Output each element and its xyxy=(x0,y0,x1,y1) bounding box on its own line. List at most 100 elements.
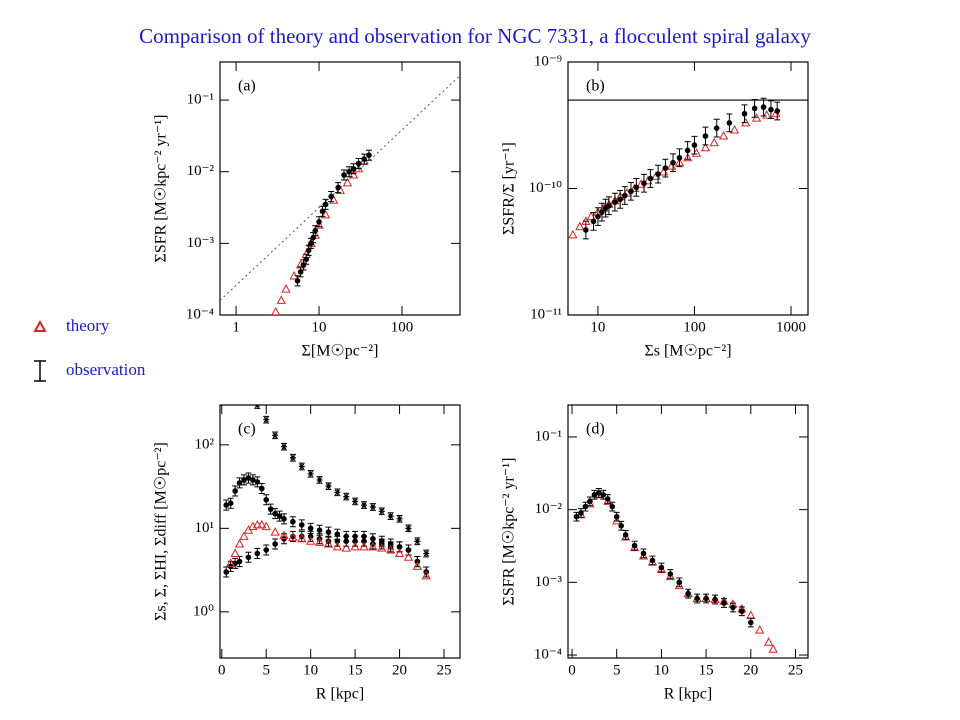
point xyxy=(279,530,289,540)
point xyxy=(423,550,430,557)
plot-frame xyxy=(567,61,809,316)
legend-marker xyxy=(34,360,46,382)
point xyxy=(617,196,623,203)
point xyxy=(682,152,693,162)
point xyxy=(334,538,341,545)
point xyxy=(263,547,270,553)
point xyxy=(587,498,593,505)
point xyxy=(263,496,270,503)
y-tick-label: 10¹ xyxy=(195,520,215,536)
point xyxy=(591,491,598,498)
plot-frame xyxy=(567,404,809,659)
y-tick-label: 10⁻⁴ xyxy=(534,646,562,662)
point xyxy=(250,477,256,483)
x-tick-label: 25 xyxy=(437,662,452,678)
plot-area xyxy=(573,488,778,653)
point xyxy=(568,229,578,239)
point xyxy=(350,165,357,172)
point xyxy=(721,600,727,606)
point xyxy=(755,625,765,634)
point xyxy=(760,104,767,110)
point xyxy=(223,502,230,508)
point xyxy=(350,541,360,551)
point xyxy=(685,590,692,597)
point xyxy=(670,159,676,166)
point xyxy=(329,195,339,204)
point xyxy=(703,595,709,602)
point xyxy=(638,550,649,560)
point xyxy=(230,548,240,557)
x-tick-label: 1 xyxy=(232,319,240,335)
point xyxy=(343,493,350,500)
x-tick-label: 1000 xyxy=(776,319,806,335)
point xyxy=(254,405,261,408)
point xyxy=(236,558,243,565)
point xyxy=(300,262,307,268)
point xyxy=(352,538,358,545)
point xyxy=(628,188,634,195)
error-bar xyxy=(254,405,261,409)
panel: 10 100 1000 10⁻¹¹ 10⁻¹⁰ 10⁻⁹ (b) Σs [M☉pc⁻²] ΣSF… xyxy=(501,53,809,360)
point xyxy=(261,521,271,531)
point xyxy=(674,580,684,590)
point xyxy=(691,142,698,148)
point xyxy=(405,547,412,553)
point xyxy=(258,485,265,492)
point xyxy=(712,596,718,603)
panel: 0 5 10 15 20 25 10⁻⁴ 10⁻³ 10⁻² 10⁻¹ (d) R [kpc] ΣSFR… xyxy=(501,404,809,703)
y-axis-label: ΣSFR [M☉kpc⁻² yr⁻¹] xyxy=(501,458,518,606)
point xyxy=(582,503,589,510)
point xyxy=(297,533,307,543)
panel-label: (c) xyxy=(238,421,256,438)
point xyxy=(355,160,362,167)
point xyxy=(232,488,238,494)
point xyxy=(276,295,286,304)
x-tick-label: 20 xyxy=(743,662,758,678)
point xyxy=(361,538,367,545)
point xyxy=(303,256,309,263)
point xyxy=(281,516,287,522)
point xyxy=(573,513,580,520)
point xyxy=(596,490,602,496)
point xyxy=(272,510,278,517)
point xyxy=(612,515,622,525)
point xyxy=(316,527,323,533)
point xyxy=(590,218,597,225)
point xyxy=(245,554,252,561)
x-tick-label: 0 xyxy=(218,662,226,678)
point xyxy=(730,604,736,611)
y-tick-label: 10⁻¹ xyxy=(535,428,562,444)
point xyxy=(640,550,647,557)
point xyxy=(298,522,305,528)
point xyxy=(319,208,326,215)
point xyxy=(272,432,279,439)
panel: 0 5 10 15 20 25 10⁰ 10¹ 10² (c) R [kpc] Σs, Σ, ΣHI,… xyxy=(153,404,461,703)
point xyxy=(294,278,301,284)
plot-frame xyxy=(219,61,461,316)
x-tick-label: 25 xyxy=(788,662,803,678)
point xyxy=(369,504,376,510)
point xyxy=(334,531,341,538)
point xyxy=(676,154,683,161)
x-axis-label: Σs [M☉pc⁻²] xyxy=(644,343,731,360)
y-tick-label: 10⁻¹⁰ xyxy=(529,180,562,196)
point xyxy=(241,477,247,483)
x-tick-label: 100 xyxy=(391,319,414,335)
plot-area xyxy=(568,97,808,240)
point xyxy=(604,496,611,502)
point xyxy=(575,221,585,231)
point xyxy=(236,480,243,486)
point xyxy=(257,519,267,529)
point xyxy=(342,177,353,187)
point xyxy=(412,561,422,570)
x-tick-label: 5 xyxy=(262,662,270,678)
point xyxy=(718,130,729,140)
point xyxy=(762,110,772,119)
point xyxy=(272,541,278,547)
point xyxy=(394,548,405,557)
x-tick-label: 100 xyxy=(683,319,706,335)
point xyxy=(378,508,385,515)
point xyxy=(613,513,620,520)
point xyxy=(307,525,314,532)
point xyxy=(633,184,640,191)
